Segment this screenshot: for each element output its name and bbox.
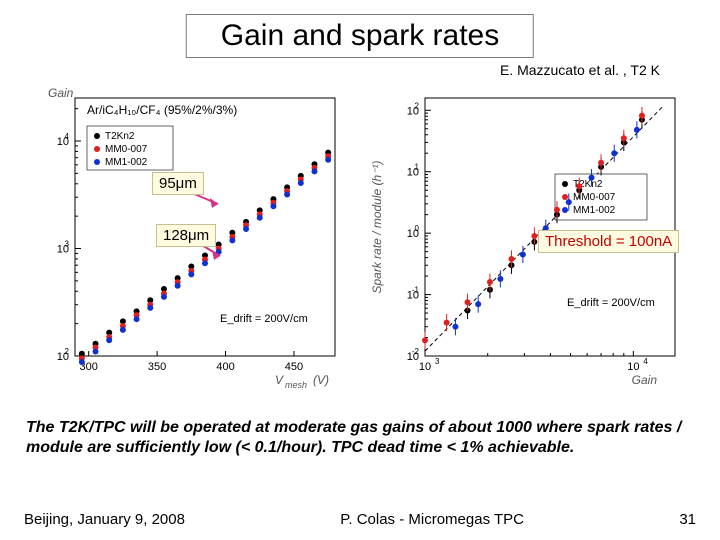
slide-title: Gain and spark rates bbox=[186, 14, 534, 58]
svg-text:3: 3 bbox=[435, 357, 440, 366]
svg-text:1: 1 bbox=[415, 163, 420, 172]
svg-text:10: 10 bbox=[627, 361, 639, 373]
svg-text:10: 10 bbox=[419, 361, 431, 373]
svg-text:MM1-002: MM1-002 bbox=[105, 157, 148, 168]
annot-95um: 95μm bbox=[152, 172, 204, 195]
footer-left: Beijing, January 9, 2008 bbox=[24, 511, 185, 528]
svg-text:0: 0 bbox=[415, 224, 420, 233]
svg-text:4: 4 bbox=[643, 357, 648, 366]
svg-text:V: V bbox=[275, 373, 284, 387]
svg-text:E_drift = 200V/cm: E_drift = 200V/cm bbox=[567, 297, 655, 309]
svg-text:3: 3 bbox=[65, 240, 70, 249]
annot-threshold: Threshold = 100nA bbox=[538, 230, 679, 253]
annot-128um: 128μm bbox=[156, 224, 216, 247]
svg-text:T2Kn2: T2Kn2 bbox=[105, 131, 135, 142]
svg-text:Gain: Gain bbox=[632, 373, 658, 387]
svg-text:Gain: Gain bbox=[48, 86, 74, 100]
svg-text:450: 450 bbox=[285, 361, 303, 373]
svg-text:-1: -1 bbox=[412, 286, 420, 295]
svg-text:mesh: mesh bbox=[285, 380, 307, 390]
svg-text:-2: -2 bbox=[412, 347, 420, 356]
svg-text:350: 350 bbox=[148, 361, 166, 373]
svg-text:400: 400 bbox=[216, 361, 234, 373]
attribution: E. Mazzucato et al. , T2 K bbox=[500, 62, 660, 78]
svg-text:Ar/iC₄H₁₀/CF₄ (95%/2%/3%): Ar/iC₄H₁₀/CF₄ (95%/2%/3%) bbox=[87, 103, 237, 117]
svg-text:2: 2 bbox=[415, 101, 420, 110]
svg-text:E_drift = 200V/cm: E_drift = 200V/cm bbox=[220, 313, 308, 325]
svg-text:2: 2 bbox=[65, 347, 70, 356]
body-text: The T2K/TPC will be operated at moderate… bbox=[26, 418, 698, 458]
svg-text:(V): (V) bbox=[313, 373, 329, 387]
footer-right: 31 bbox=[679, 511, 696, 528]
svg-text:MM0-007: MM0-007 bbox=[105, 144, 148, 155]
svg-text:Spark rate / module (h⁻¹): Spark rate / module (h⁻¹) bbox=[370, 160, 384, 293]
svg-text:4: 4 bbox=[65, 132, 70, 141]
footer-mid: P. Colas - Micromegas TPC bbox=[340, 511, 524, 528]
svg-text:MM1-002: MM1-002 bbox=[573, 205, 616, 216]
plots: 300350400450102103104GainVmesh(V)Ar/iC₄H… bbox=[20, 86, 700, 396]
